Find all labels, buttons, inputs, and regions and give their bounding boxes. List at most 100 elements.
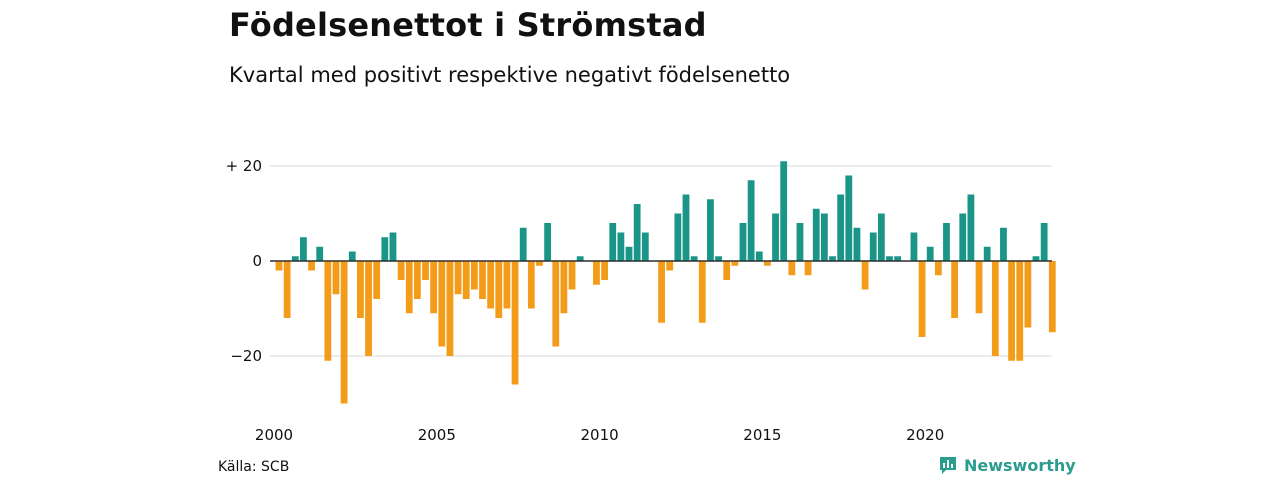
bar — [1000, 227, 1007, 261]
bar — [861, 261, 869, 290]
bar — [1016, 261, 1024, 361]
x-tick-label: 2015 — [743, 426, 781, 444]
bar — [438, 261, 446, 347]
bar — [609, 223, 617, 261]
bar — [470, 261, 478, 290]
bar — [324, 261, 332, 361]
bar — [1032, 256, 1040, 261]
bar — [698, 261, 706, 323]
y-tick-label: 0 — [252, 252, 262, 270]
bar — [820, 213, 828, 261]
x-axis-ticks: 2000 2005 2010 2015 2020 — [255, 426, 944, 444]
bar — [593, 261, 600, 285]
bar — [674, 213, 682, 261]
bar — [666, 261, 674, 271]
bar — [560, 261, 568, 314]
bar — [739, 223, 747, 261]
brand-logo[interactable]: Newsworthy — [938, 455, 1076, 475]
x-tick-label: 2000 — [255, 426, 293, 444]
bar — [707, 199, 714, 261]
bar — [405, 261, 413, 314]
bar — [715, 256, 722, 261]
bar — [983, 246, 991, 261]
bar — [731, 261, 739, 266]
bar — [365, 261, 372, 356]
x-tick-label: 2010 — [581, 426, 619, 444]
bar — [796, 223, 804, 261]
source-note: Källa: SCB — [218, 459, 290, 475]
bar — [951, 261, 959, 318]
bar — [1040, 223, 1048, 261]
bar — [397, 261, 405, 280]
bar — [462, 261, 470, 299]
bar — [495, 261, 503, 318]
y-tick-label: + 20 — [226, 157, 262, 175]
bar — [552, 261, 560, 347]
bar — [991, 261, 999, 356]
bar — [853, 227, 861, 261]
bar — [544, 223, 552, 261]
bar — [910, 232, 918, 261]
bar-chart: + 20 0 −20 2000 2005 2010 2015 2020 — [226, 157, 1056, 444]
y-axis-ticks: + 20 0 −20 — [226, 157, 262, 365]
newsworthy-logo-icon — [940, 457, 956, 474]
bar — [894, 256, 902, 261]
chart-title: Födelsenettot i Strömstad — [229, 6, 707, 44]
bar — [601, 261, 608, 280]
bar — [869, 232, 877, 261]
bar — [568, 261, 576, 290]
bar — [886, 256, 893, 261]
bar — [487, 261, 495, 309]
bar — [658, 261, 665, 323]
bar — [690, 256, 698, 261]
bar — [422, 261, 429, 280]
bar — [511, 261, 519, 385]
bar — [837, 194, 845, 261]
bar — [527, 261, 535, 309]
bar — [430, 261, 438, 314]
bar — [641, 232, 649, 261]
bar — [877, 213, 885, 261]
x-tick-label: 2005 — [418, 426, 456, 444]
bar — [934, 261, 942, 276]
bar — [764, 261, 771, 266]
y-tick-label: −20 — [230, 347, 262, 365]
bar — [519, 227, 527, 261]
bar — [1008, 261, 1015, 361]
bars — [270, 161, 1056, 404]
bar — [1048, 261, 1056, 333]
bar — [829, 256, 836, 261]
bar — [617, 232, 625, 261]
chart-subtitle: Kvartal med positivt respektive negativt… — [229, 63, 791, 87]
bar — [967, 194, 975, 261]
bar — [373, 261, 381, 299]
bar — [755, 251, 763, 261]
bar — [747, 180, 755, 261]
bar — [308, 261, 315, 271]
bar — [804, 261, 812, 276]
bar — [723, 261, 731, 280]
bar — [446, 261, 454, 356]
bar — [536, 261, 543, 266]
bar — [291, 256, 299, 261]
x-tick-label: 2020 — [906, 426, 944, 444]
bar — [381, 237, 389, 261]
bar — [625, 246, 633, 261]
brand-name: Newsworthy — [964, 455, 1076, 475]
bar — [316, 246, 324, 261]
bar — [283, 261, 291, 318]
bar — [275, 261, 283, 271]
bar — [503, 261, 511, 309]
bar — [357, 261, 364, 318]
bar — [975, 261, 983, 314]
bar — [918, 261, 926, 337]
bar — [340, 261, 348, 404]
bar — [348, 251, 356, 261]
bar — [454, 261, 462, 295]
bar — [682, 194, 690, 261]
bar — [479, 261, 486, 299]
bar — [845, 175, 853, 261]
bar — [772, 213, 779, 261]
bar — [943, 223, 950, 261]
bar — [300, 237, 307, 261]
